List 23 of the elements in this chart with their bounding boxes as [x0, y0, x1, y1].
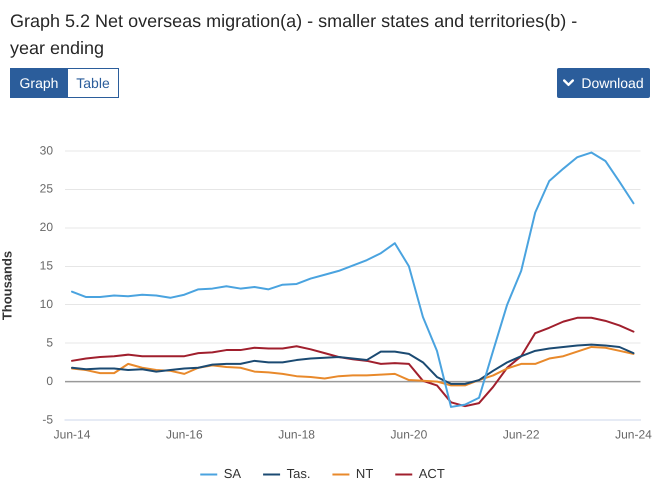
- y-tick-label: 20: [40, 220, 54, 234]
- y-tick-label: 0: [46, 374, 54, 388]
- legend-label: NT: [356, 466, 374, 482]
- y-tick-label: 5: [46, 335, 54, 350]
- x-tick-label: Jun-16: [166, 428, 203, 442]
- download-button[interactable]: Download: [557, 68, 650, 98]
- x-tick-label: Jun-24: [615, 428, 652, 442]
- y-tick-label: -5: [42, 412, 54, 426]
- y-tick-label: 30: [40, 143, 54, 158]
- tab-button[interactable]: Table: [67, 68, 119, 98]
- x-tick-label: Jun-18: [278, 428, 316, 442]
- y-tick-label: 15: [40, 258, 54, 273]
- x-tick-label: Jun-20: [390, 428, 428, 442]
- legend-label: ACT: [418, 466, 445, 482]
- x-tick-label: Jun-22: [502, 428, 540, 442]
- legend-label: Tas.: [286, 466, 310, 482]
- y-tick-label: 25: [40, 182, 54, 196]
- y-axis-title: Thousands: [0, 250, 14, 320]
- legend-label: SA: [224, 466, 242, 482]
- x-tick-label: Jun-14: [54, 428, 91, 442]
- tab-button[interactable]: Graph: [10, 68, 68, 98]
- chart-title: Graph 5.2 Net overseas migration(a) - smaller states and territories(b) - year ending: [10, 10, 578, 60]
- y-tick-label: 10: [40, 297, 54, 312]
